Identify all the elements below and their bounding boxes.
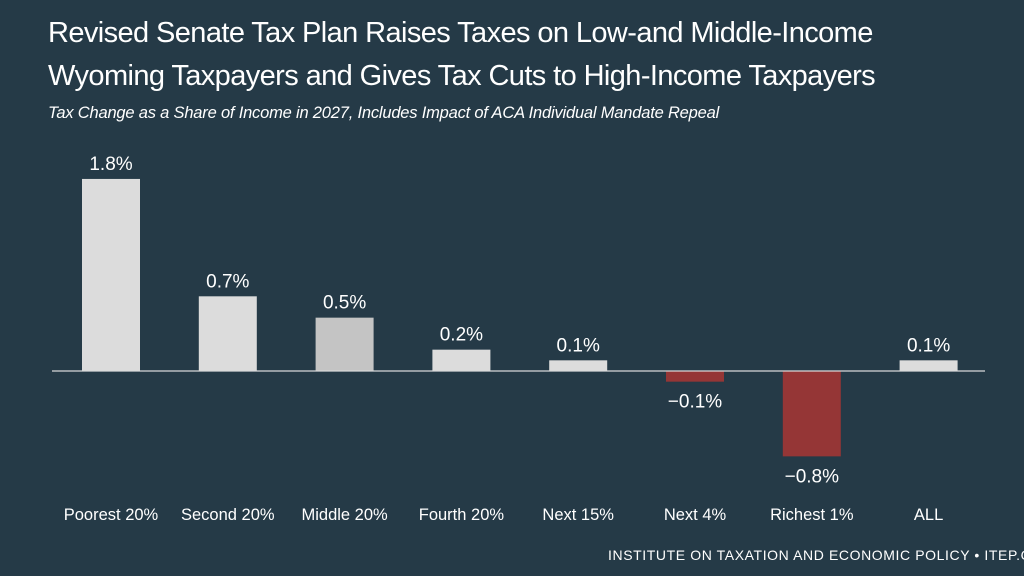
bar-all [899,360,958,371]
bar-next-15 [549,360,608,371]
bars-group [82,178,958,457]
value-label-second-20: 0.7% [206,271,249,292]
value-label-all: 0.1% [907,335,950,356]
category-labels-group: Poorest 20% Second 20% Middle 20% Fourth 20… [64,506,944,524]
category-label-fourth-20: Fourth 20% [419,506,505,524]
category-label-all: ALL [914,506,943,524]
footer-credit: INSTITUTE ON TAXATION AND ECONOMIC POLIC… [608,547,1024,563]
value-label-fourth-20: 0.2% [440,325,483,346]
value-labels-group: 1.8% 0.7% 0.5% 0.2% 0.1% −0.1% −0.8% 0.1% [89,154,950,487]
bar-poorest-20 [82,178,140,371]
category-label-poorest-20: Poorest 20% [64,506,159,524]
value-label-next-15: 0.1% [557,335,600,356]
bar-next-4 [666,371,724,382]
value-label-poorest-20: 1.8% [89,154,132,175]
bar-middle-20 [315,317,374,371]
title-line-2: Wyoming Taxpayers and Gives Tax Cuts to … [48,60,876,92]
bar-fourth-20 [432,349,491,371]
bar-richest-1 [782,371,841,457]
category-label-next-15: Next 15% [542,506,614,524]
category-label-richest-1: Richest 1% [770,506,854,524]
title-line-1: Revised Senate Tax Plan Raises Taxes on … [48,17,873,49]
chart-subtitle: Tax Change as a Share of Income in 2027,… [48,104,720,122]
value-label-richest-1: −0.8% [785,466,840,487]
value-label-middle-20: 0.5% [323,293,366,314]
bar-second-20 [198,296,257,371]
value-label-next-4: −0.1% [668,392,723,413]
category-label-second-20: Second 20% [181,506,275,524]
chart-title: Revised Senate Tax Plan Raises Taxes on … [48,12,1008,98]
category-label-middle-20: Middle 20% [301,506,388,524]
category-label-next-4: Next 4% [664,506,727,524]
